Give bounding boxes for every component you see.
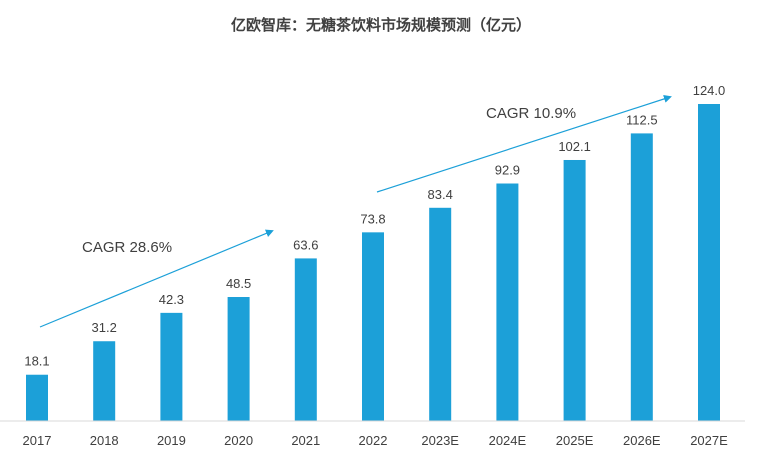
x-tick-2019: 2019 (157, 433, 186, 448)
bar-2017 (26, 374, 48, 421)
x-tick-2023E: 2023E (421, 433, 459, 448)
bar-2018 (93, 341, 116, 421)
x-tick-2026E: 2026E (623, 433, 661, 448)
bar-2019 (160, 312, 183, 421)
bar-2023E (429, 207, 452, 421)
x-tick-2018: 2018 (90, 433, 119, 448)
bar-2022 (362, 232, 384, 421)
x-tick-2022: 2022 (359, 433, 388, 448)
bar-2025E (563, 159, 586, 421)
value-label-2027E: 124.0 (693, 83, 726, 98)
cagr-label-1: CAGR 28.6% (82, 239, 172, 256)
bar-2024E (496, 183, 519, 421)
bar-2021 (294, 258, 317, 421)
value-label-2019: 42.3 (159, 292, 184, 307)
cagr-arrow-1 (39, 229, 274, 328)
value-label-2020: 48.5 (226, 276, 251, 291)
x-tick-2025E: 2025E (556, 433, 594, 448)
x-tick-2024E: 2024E (489, 433, 527, 448)
value-label-2021: 63.6 (293, 237, 318, 252)
value-label-2025E: 102.1 (558, 139, 591, 154)
value-label-2018: 31.2 (92, 320, 117, 335)
x-tick-2021: 2021 (291, 433, 320, 448)
value-label-2024E: 92.9 (495, 163, 520, 178)
x-tick-2020: 2020 (224, 433, 253, 448)
cagr-arrow-2 (376, 95, 672, 193)
bar-2020 (227, 297, 250, 421)
value-label-2026E: 112.5 (626, 112, 658, 127)
value-label-2017: 18.1 (24, 354, 49, 369)
x-tick-2027E: 2027E (690, 433, 728, 448)
value-label-2023E: 83.4 (428, 187, 453, 202)
x-tick-2017: 2017 (23, 433, 52, 448)
bar-2026E (630, 133, 653, 421)
cagr-label-2: CAGR 10.9% (486, 105, 576, 122)
bar-2027E (698, 104, 720, 421)
chart-title: 亿欧智库：无糖茶饮料市场规模预测（亿元） (230, 16, 531, 34)
value-label-2022: 73.8 (360, 211, 385, 226)
